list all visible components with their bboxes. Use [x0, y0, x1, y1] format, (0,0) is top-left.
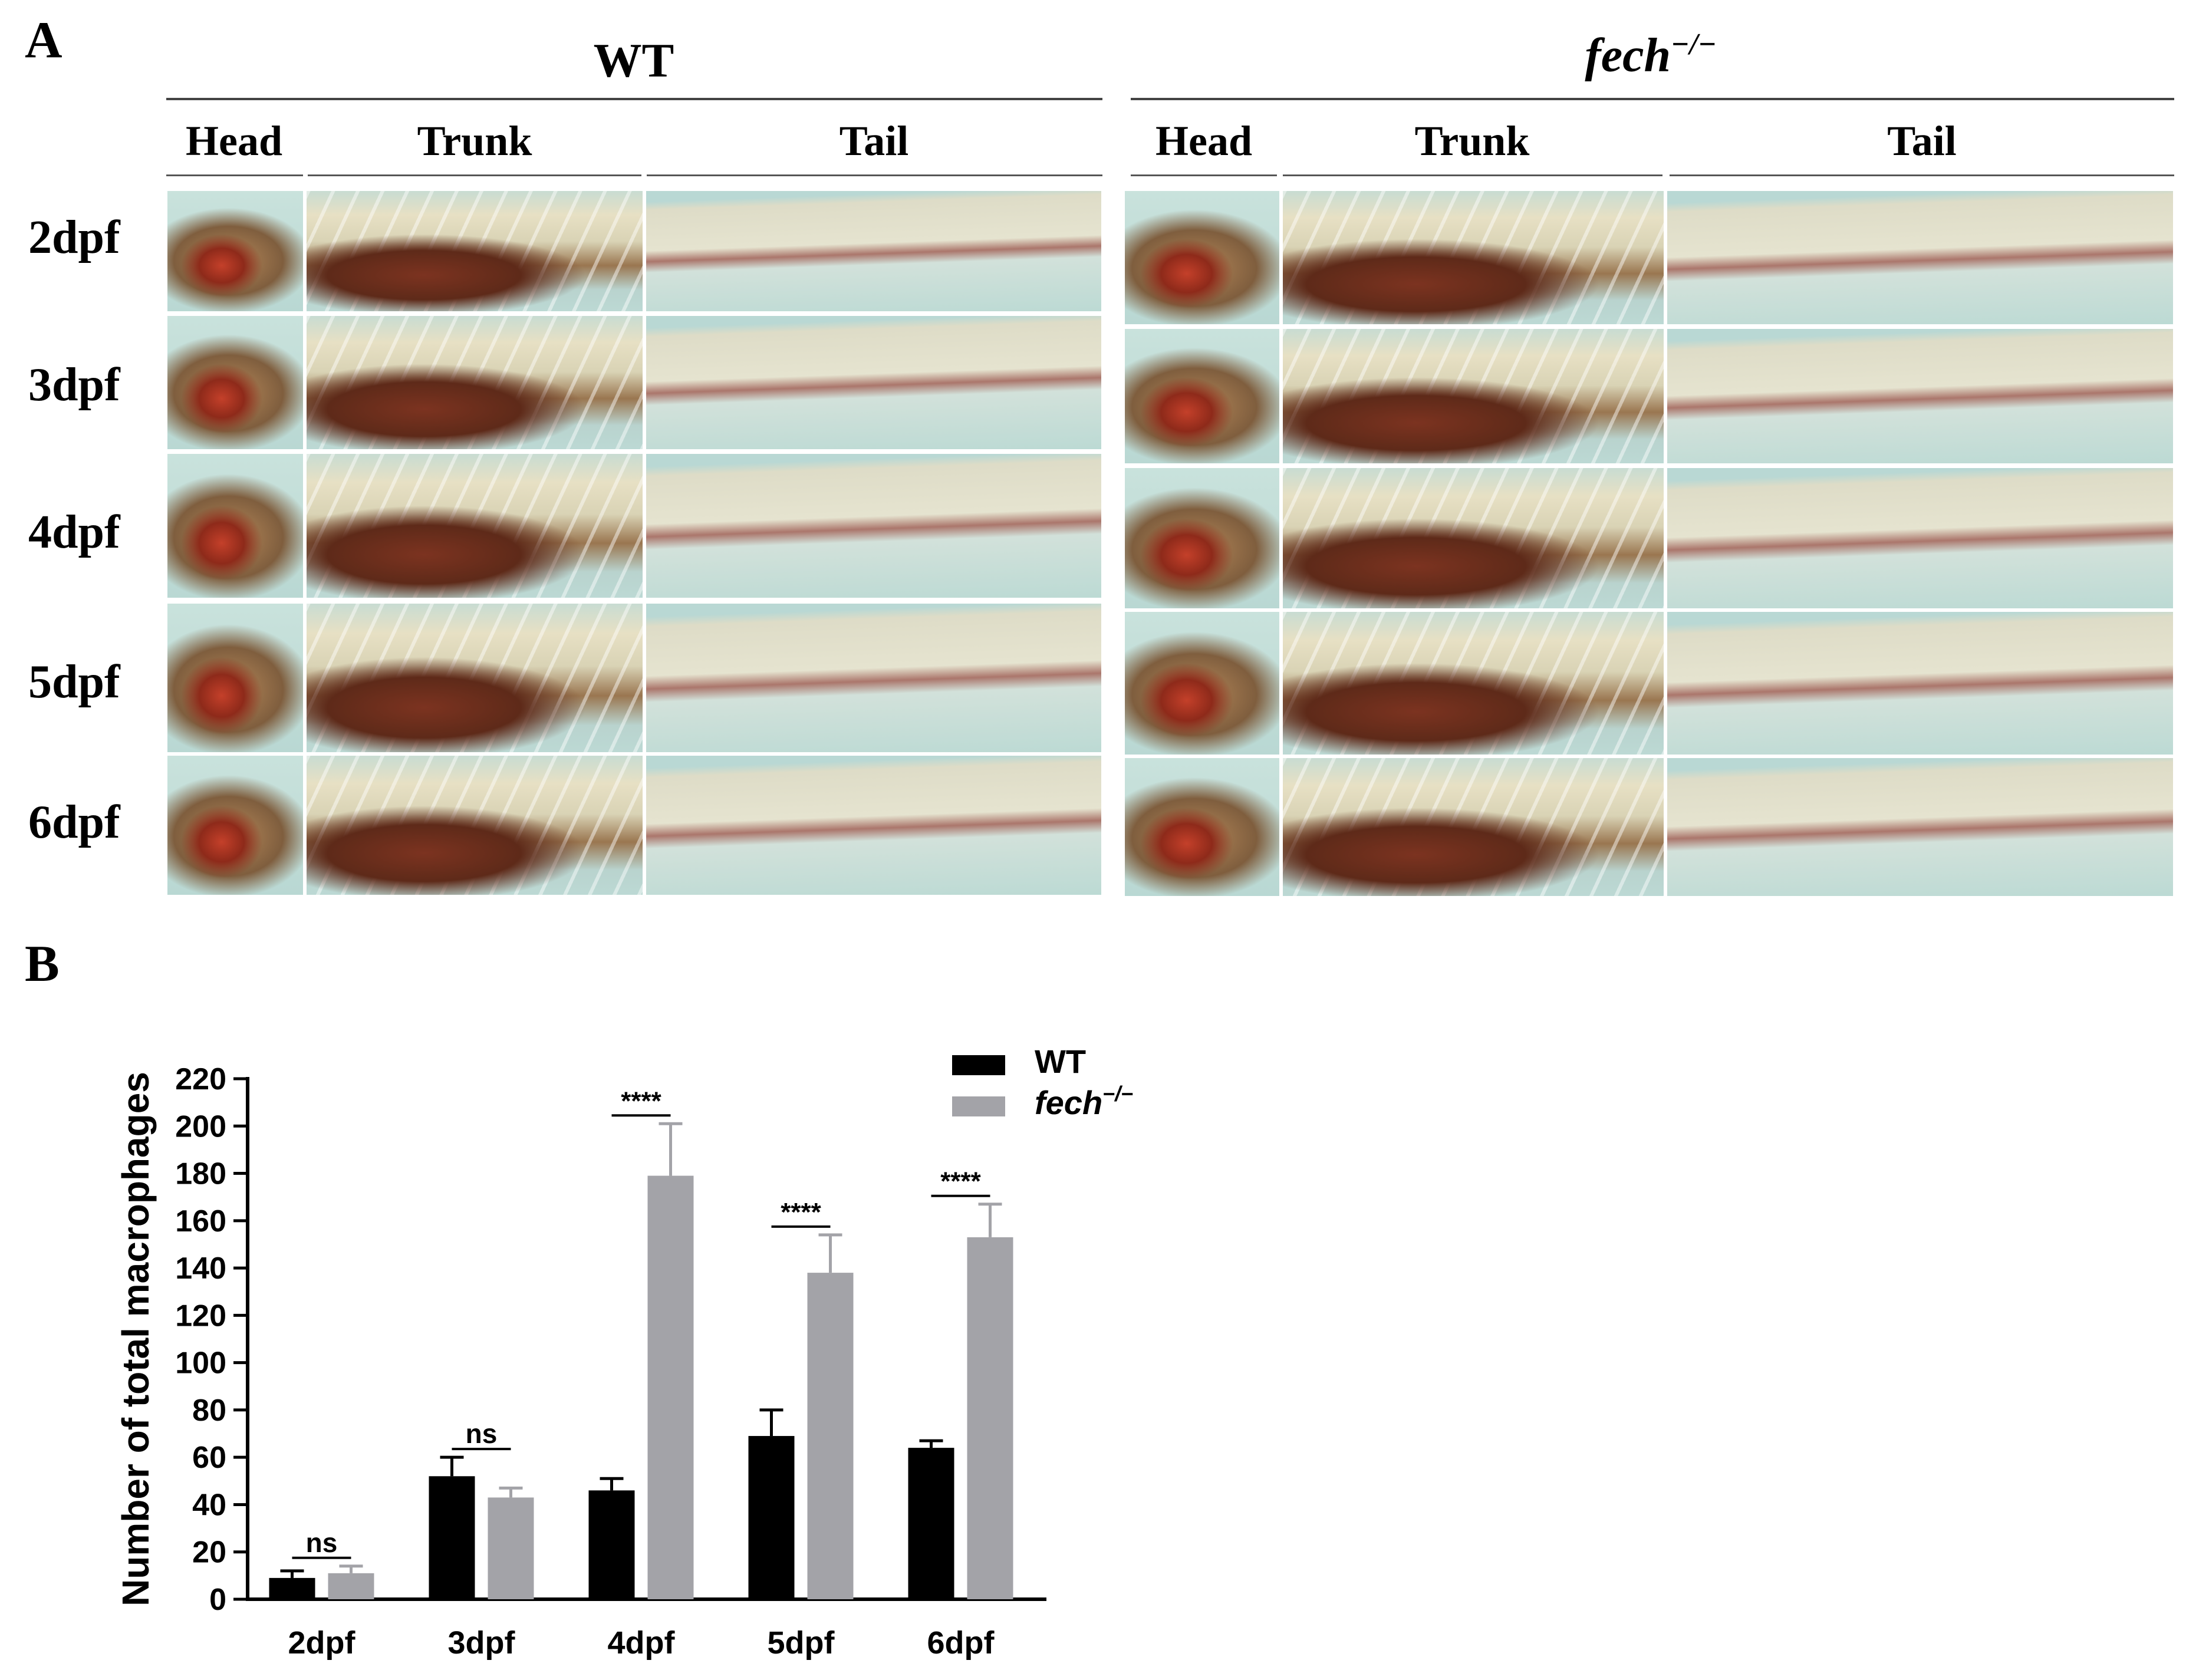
y-tick-label: 180 [175, 1157, 226, 1191]
significance-label-2dpf: ns [306, 1527, 338, 1558]
bar-fech-6dpf [967, 1237, 1013, 1599]
significance-label-4dpf: **** [621, 1086, 661, 1115]
y-tick-label: 100 [175, 1346, 226, 1381]
panel-b-label: B [25, 935, 60, 993]
fech-5dpf-trunk-image [1282, 611, 1665, 756]
bar-fech-4dpf [647, 1175, 694, 1599]
y-tick-label: 120 [175, 1299, 226, 1333]
row-label-3dpf: 3dpf [28, 359, 120, 411]
legend-superscript: −/− [1102, 1082, 1133, 1106]
wt-trunk-underline [308, 174, 641, 176]
wt-head-label: Head [185, 117, 282, 164]
bar-fech-3dpf [488, 1497, 534, 1599]
wt-group-divider [166, 98, 1102, 100]
row-label-5dpf: 5dpf [28, 656, 120, 708]
legend-label-fech: fech−/− [1035, 1082, 1133, 1121]
legend-swatch-fech [952, 1096, 1005, 1116]
fech-6dpf-tail-image [1666, 757, 2174, 897]
wt-2dpf-trunk-image [305, 190, 644, 312]
wt-2dpf-tail-image [645, 190, 1102, 312]
wt-5dpf-trunk-image [305, 602, 644, 753]
fech-trunk-underline [1283, 174, 1662, 176]
x-tick-label-3dpf: 3dpf [448, 1625, 516, 1661]
y-tick-label: 80 [192, 1394, 226, 1428]
fech-4dpf-head-image [1124, 467, 1280, 610]
y-tick-label: 0 [209, 1583, 226, 1617]
x-tick-label-5dpf: 5dpf [768, 1625, 835, 1661]
row-label-4dpf: 4dpf [28, 506, 120, 558]
wt-5dpf-tail-image [645, 602, 1102, 753]
wt-3dpf-head-image [166, 315, 304, 450]
y-axis-title: Number of total macrophages [114, 1072, 157, 1606]
wt-head-underline [166, 174, 303, 176]
macrophage-bar-chart: 0 20 40 60 80 100 120 140 160 180 200 220 Number of … [114, 1043, 1133, 1661]
panel-a-label: A [25, 12, 62, 69]
bar-wt-4dpf [588, 1490, 635, 1599]
bar-wt-2dpf [269, 1577, 315, 1599]
wt-6dpf-trunk-image [305, 755, 644, 896]
wt-tail-underline [647, 174, 1102, 176]
significance-label-3dpf: ns [466, 1418, 498, 1449]
significance-label-6dpf: **** [940, 1167, 981, 1196]
fech-4dpf-trunk-image [1282, 467, 1665, 610]
fech-6dpf-head-image [1124, 757, 1280, 897]
significance-label-5dpf: **** [781, 1198, 821, 1227]
fech-group-title: fech−/− [1585, 28, 1717, 82]
legend-swatch-wt [952, 1055, 1005, 1075]
wt-3dpf-tail-image [645, 315, 1102, 450]
fech-head-label: Head [1155, 117, 1252, 164]
fech-tail-underline [1670, 174, 2174, 176]
wt-6dpf-tail-image [645, 755, 1102, 896]
bar-fech-2dpf [328, 1573, 374, 1599]
fech-5dpf-head-image [1124, 611, 1280, 756]
y-tick-label: 40 [192, 1488, 226, 1522]
fech-2dpf-head-image [1124, 190, 1280, 325]
fech-5dpf-tail-image [1666, 611, 2174, 756]
wt-3dpf-trunk-image [305, 315, 644, 450]
y-tick-label: 220 [175, 1062, 226, 1096]
fech-tail-label: Tail [1887, 117, 1957, 164]
fech-4dpf-tail-image [1666, 467, 2174, 610]
wt-trunk-label: Trunk [417, 117, 532, 164]
wt-2dpf-head-image [166, 190, 304, 312]
y-tick-label: 160 [175, 1204, 226, 1238]
bar-wt-5dpf [748, 1436, 795, 1599]
fech-3dpf-trunk-image [1282, 328, 1665, 465]
wt-group-title: WT [593, 34, 674, 87]
fech-3dpf-tail-image [1666, 328, 2174, 465]
bar-fech-5dpf [807, 1273, 854, 1599]
x-tick-label-4dpf: 4dpf [608, 1625, 676, 1661]
fech-6dpf-trunk-image [1282, 757, 1665, 897]
x-tick-label-2dpf: 2dpf [288, 1625, 356, 1661]
row-label-6dpf: 6dpf [28, 796, 120, 848]
wt-4dpf-trunk-image [305, 453, 644, 599]
row-label-2dpf: 2dpf [28, 212, 120, 263]
y-tick-label: 200 [175, 1109, 226, 1144]
y-tick-label: 20 [192, 1536, 226, 1570]
fech-head-underline [1131, 174, 1277, 176]
legend-label-wt: WT [1035, 1043, 1086, 1080]
fech-trunk-label: Trunk [1414, 117, 1530, 164]
fech-group-divider [1131, 98, 2174, 100]
wt-5dpf-head-image [166, 602, 304, 753]
wt-6dpf-head-image [166, 755, 304, 896]
wt-tail-label: Tail [839, 117, 909, 164]
bar-wt-3dpf [429, 1476, 475, 1599]
fech-2dpf-trunk-image [1282, 190, 1665, 325]
fech-3dpf-head-image [1124, 328, 1280, 465]
y-tick-label: 60 [192, 1441, 226, 1475]
fech-2dpf-tail-image [1666, 190, 2174, 325]
y-tick-label: 140 [175, 1251, 226, 1286]
wt-4dpf-tail-image [645, 453, 1102, 599]
bar-wt-6dpf [908, 1448, 954, 1599]
wt-4dpf-head-image [166, 453, 304, 599]
x-tick-label-6dpf: 6dpf [927, 1625, 995, 1661]
